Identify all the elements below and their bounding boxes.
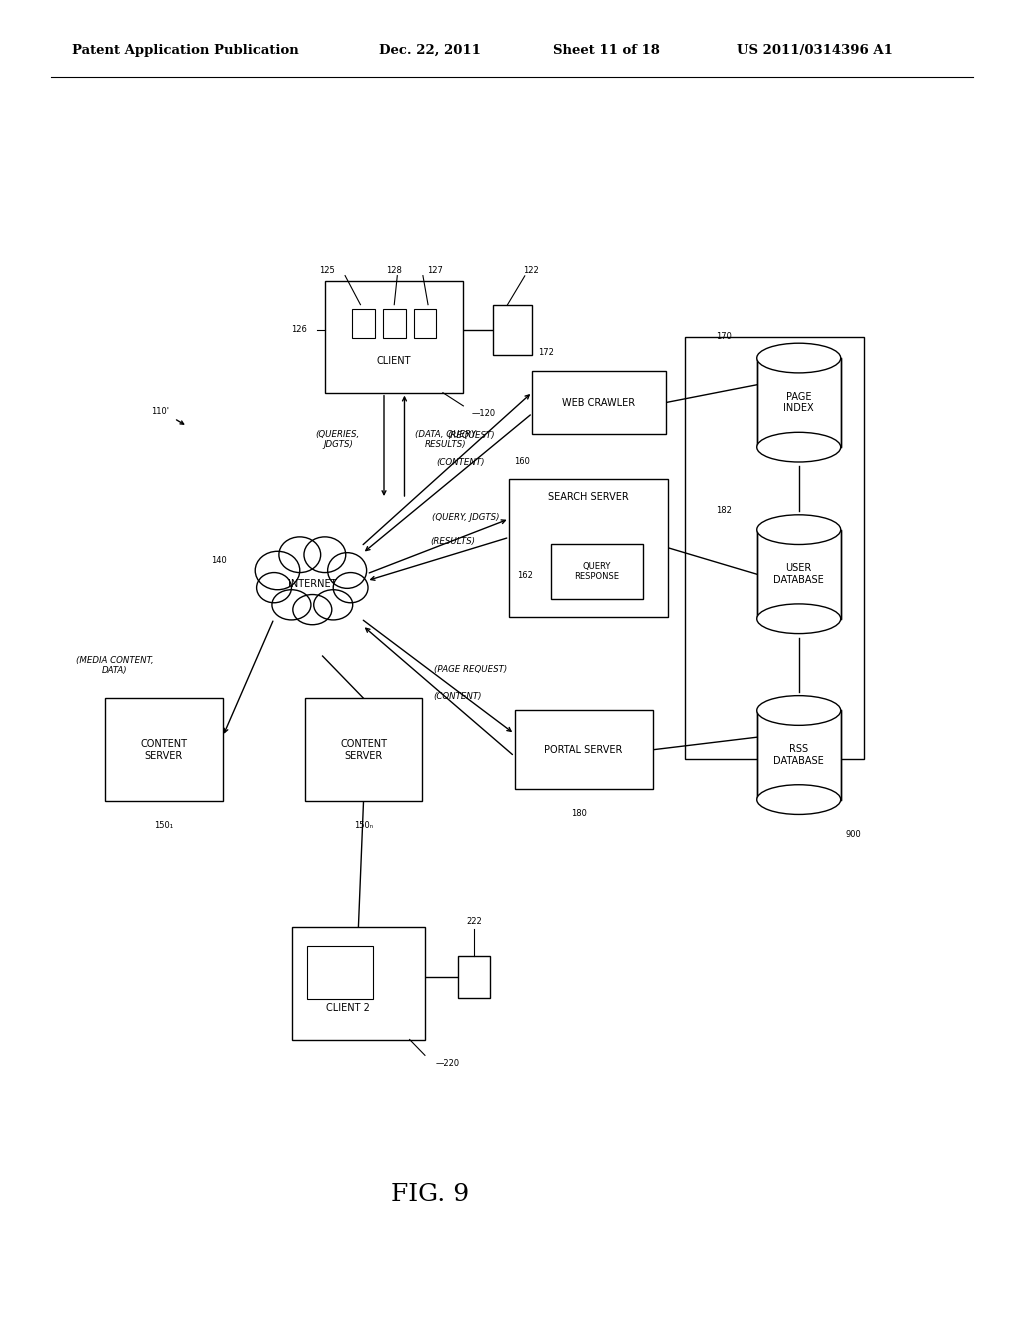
Text: PORTAL SERVER: PORTAL SERVER bbox=[545, 744, 623, 755]
Text: RSS
DATABASE: RSS DATABASE bbox=[773, 744, 824, 766]
Bar bbox=[514, 710, 653, 789]
Text: FIG. 9: FIG. 9 bbox=[391, 1183, 469, 1206]
Text: 125: 125 bbox=[318, 265, 335, 275]
Text: USER
DATABASE: USER DATABASE bbox=[773, 564, 824, 585]
Ellipse shape bbox=[757, 784, 841, 814]
Text: 900: 900 bbox=[846, 830, 861, 838]
Text: (CONTENT): (CONTENT) bbox=[436, 458, 485, 466]
Text: 140: 140 bbox=[212, 557, 227, 565]
Text: SEARCH SERVER: SEARCH SERVER bbox=[549, 492, 629, 502]
Bar bbox=[757, 529, 841, 619]
Text: 128: 128 bbox=[386, 265, 402, 275]
Bar bbox=[532, 371, 666, 434]
Text: —120: —120 bbox=[471, 409, 496, 418]
Text: 170: 170 bbox=[716, 333, 732, 341]
Text: CONTENT
SERVER: CONTENT SERVER bbox=[340, 739, 387, 760]
Bar bbox=[352, 309, 375, 338]
Text: —220: —220 bbox=[435, 1059, 460, 1068]
Text: 160: 160 bbox=[514, 457, 530, 466]
Text: QUERY
RESPONSE: QUERY RESPONSE bbox=[574, 562, 620, 581]
Ellipse shape bbox=[272, 590, 311, 620]
Ellipse shape bbox=[757, 605, 841, 634]
Bar bbox=[307, 945, 373, 998]
Text: CLIENT: CLIENT bbox=[377, 356, 412, 366]
Bar bbox=[414, 309, 436, 338]
Text: (MEDIA CONTENT,
DATA): (MEDIA CONTENT, DATA) bbox=[76, 656, 154, 675]
Text: 162: 162 bbox=[516, 572, 532, 579]
Text: US 2011/0314396 A1: US 2011/0314396 A1 bbox=[737, 44, 893, 57]
Bar bbox=[757, 710, 841, 800]
Text: 180: 180 bbox=[570, 809, 587, 817]
Ellipse shape bbox=[333, 573, 368, 603]
Text: 126: 126 bbox=[291, 326, 307, 334]
Text: WEB CRAWLER: WEB CRAWLER bbox=[562, 397, 636, 408]
Ellipse shape bbox=[279, 537, 321, 573]
Text: 222: 222 bbox=[466, 917, 482, 925]
Ellipse shape bbox=[757, 515, 841, 545]
Text: (QUERIES,
JDGTS): (QUERIES, JDGTS) bbox=[315, 429, 360, 449]
Ellipse shape bbox=[757, 696, 841, 726]
Text: 172: 172 bbox=[538, 348, 554, 356]
Text: Patent Application Publication: Patent Application Publication bbox=[72, 44, 298, 57]
Text: 110': 110' bbox=[152, 408, 170, 416]
Bar bbox=[292, 927, 425, 1040]
Text: PAGE
INDEX: PAGE INDEX bbox=[783, 392, 814, 413]
Text: 150ₙ: 150ₙ bbox=[354, 821, 373, 829]
Bar bbox=[458, 956, 490, 998]
Ellipse shape bbox=[255, 552, 300, 590]
Text: Dec. 22, 2011: Dec. 22, 2011 bbox=[379, 44, 480, 57]
Bar bbox=[383, 309, 406, 338]
Bar bbox=[494, 305, 532, 355]
Ellipse shape bbox=[293, 594, 332, 624]
Bar bbox=[305, 698, 422, 801]
Bar bbox=[509, 479, 668, 618]
Text: CONTENT
SERVER: CONTENT SERVER bbox=[140, 739, 187, 760]
Text: INTERNET: INTERNET bbox=[288, 579, 337, 589]
Ellipse shape bbox=[313, 590, 352, 620]
Bar bbox=[105, 698, 223, 801]
Ellipse shape bbox=[257, 573, 292, 603]
Bar bbox=[551, 544, 643, 599]
Text: Sheet 11 of 18: Sheet 11 of 18 bbox=[553, 44, 659, 57]
Bar bbox=[684, 337, 863, 759]
Ellipse shape bbox=[757, 433, 841, 462]
Text: 182: 182 bbox=[716, 507, 732, 515]
Ellipse shape bbox=[328, 553, 367, 589]
Bar bbox=[757, 358, 841, 447]
Text: (CONTENT): (CONTENT) bbox=[433, 693, 482, 701]
Text: (QUERY, JDGTS): (QUERY, JDGTS) bbox=[432, 513, 500, 521]
Text: 127: 127 bbox=[427, 265, 443, 275]
Ellipse shape bbox=[304, 537, 346, 573]
Text: (PAGE REQUEST): (PAGE REQUEST) bbox=[434, 665, 508, 673]
Text: (DATA, QUERY
RESULTS): (DATA, QUERY RESULTS) bbox=[415, 429, 476, 449]
Text: (RESULTS): (RESULTS) bbox=[430, 537, 475, 545]
Ellipse shape bbox=[274, 552, 350, 610]
Ellipse shape bbox=[757, 343, 841, 374]
Text: 150₁: 150₁ bbox=[155, 821, 173, 829]
Text: 122: 122 bbox=[523, 267, 539, 275]
Bar bbox=[326, 281, 463, 393]
Text: CLIENT 2: CLIENT 2 bbox=[327, 1003, 370, 1012]
Text: (REQUEST): (REQUEST) bbox=[447, 432, 495, 440]
